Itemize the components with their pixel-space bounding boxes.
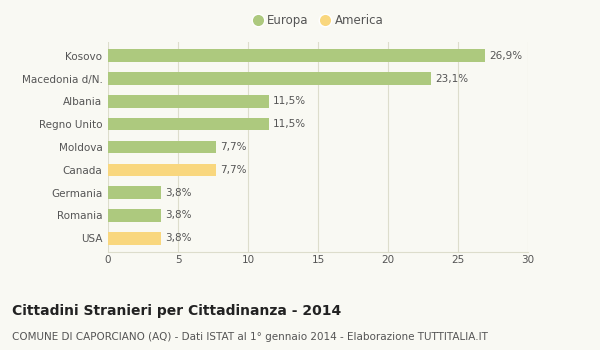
Bar (108, 186, 161, 199)
Text: 11,5%: 11,5% (273, 96, 307, 106)
Bar (108, 141, 216, 153)
Legend: Europa, America: Europa, America (253, 14, 383, 27)
Text: 11,5%: 11,5% (273, 119, 307, 129)
Bar (108, 232, 161, 245)
Text: COMUNE DI CAPORCIANO (AQ) - Dati ISTAT al 1° gennaio 2014 - Elaborazione TUTTITA: COMUNE DI CAPORCIANO (AQ) - Dati ISTAT a… (12, 332, 488, 343)
Bar (108, 163, 216, 176)
Text: Cittadini Stranieri per Cittadinanza - 2014: Cittadini Stranieri per Cittadinanza - 2… (12, 304, 341, 318)
Text: 7,7%: 7,7% (220, 165, 247, 175)
Bar (108, 49, 485, 62)
Bar (108, 209, 161, 222)
Bar (108, 118, 269, 131)
Text: 3,8%: 3,8% (166, 233, 192, 243)
Text: 23,1%: 23,1% (436, 74, 469, 84)
Text: 7,7%: 7,7% (220, 142, 247, 152)
Text: 3,8%: 3,8% (166, 210, 192, 220)
Text: 26,9%: 26,9% (489, 51, 522, 61)
Bar (108, 72, 431, 85)
Text: 3,8%: 3,8% (166, 188, 192, 198)
Bar (108, 95, 269, 107)
